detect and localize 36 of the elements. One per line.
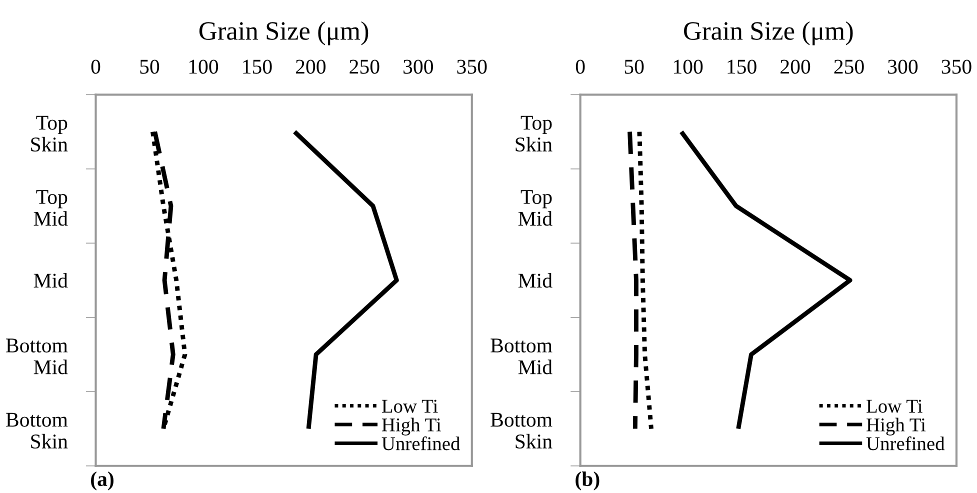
legend-label: Unrefined [866, 436, 945, 450]
x-tick-label: 50 [140, 60, 160, 74]
x-axis-title: Grain Size (μm) [684, 21, 853, 46]
x-tick-label: 0 [576, 60, 585, 74]
x-tick-label: 0 [91, 60, 100, 74]
x-axis-title: Grain Size (μm) [199, 21, 368, 46]
y-tick-label: Top Mid [518, 190, 552, 226]
text: (a) [91, 471, 114, 490]
x-tick-label: 300 [404, 60, 433, 74]
legend-label: Unrefined [382, 436, 460, 450]
y-tick-label: Mid [518, 273, 552, 288]
legend-label: Low Ti [866, 400, 922, 413]
x-tick-label: 350 [457, 60, 487, 74]
x-tick-label: 50 [624, 60, 644, 74]
x-tick-label: 100 [674, 60, 703, 74]
x-tick-label: 200 [296, 60, 326, 74]
x-tick-label: 350 [942, 60, 972, 74]
x-tick-label: 250 [350, 60, 380, 74]
legend-label: Low Ti [382, 400, 438, 413]
y-tick-label: Bottom Mid [6, 338, 68, 374]
x-tick-label: 150 [243, 60, 272, 74]
y-tick-label: Bottom Skin [490, 412, 552, 449]
y-tick-label: Bottom Skin [6, 412, 68, 449]
legend-label: High Ti [866, 418, 926, 436]
x-tick-label: 300 [888, 60, 918, 74]
y-tick-label: Top Skin [31, 116, 68, 152]
y-tick-label: Top Skin [516, 116, 552, 152]
x-tick-label: 100 [189, 60, 218, 74]
legend-label: High Ti [382, 418, 442, 436]
x-tick-label: 200 [780, 60, 810, 74]
x-tick-label: 150 [728, 60, 756, 74]
x-tick-label: 250 [834, 60, 864, 74]
y-tick-label: Mid [34, 273, 68, 288]
y-tick-label: Top Mid [34, 190, 68, 226]
text: (b) [576, 471, 600, 490]
y-tick-label: Bottom Mid [490, 338, 552, 374]
